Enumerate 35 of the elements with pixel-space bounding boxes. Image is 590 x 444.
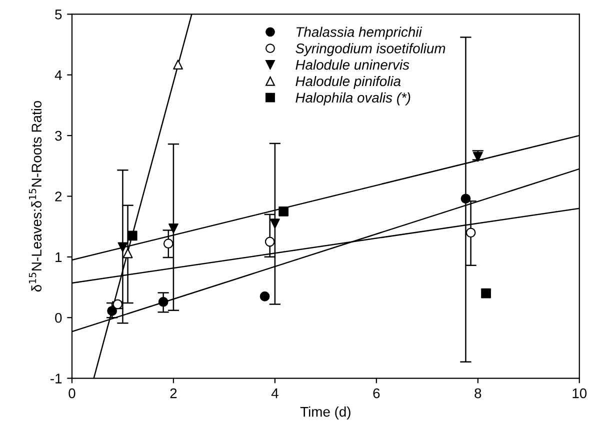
point: [264, 236, 275, 247]
y-tick-label: 3: [55, 130, 62, 141]
point: [107, 306, 118, 316]
point: [173, 60, 183, 70]
legend-label: Syringodium isoetifolium: [296, 43, 446, 56]
x-tick-label: 0: [68, 388, 76, 398]
y-tick-label: 5: [55, 10, 62, 20]
y-tick-label: -1: [50, 374, 62, 384]
y-tick-label: 1: [56, 252, 62, 262]
point: [118, 242, 128, 252]
y-axis-title: δ$^{15}$N-Leaves:δ$^{15}$N-Roots Ratio: [28, 100, 42, 292]
point: [481, 288, 491, 298]
point: [168, 223, 178, 234]
legend-label: Thalassia hemprichii: [296, 26, 422, 40]
y-tick-label: 0: [55, 312, 62, 323]
x-tick-label: 2: [170, 388, 177, 398]
point: [163, 238, 174, 249]
point: [278, 206, 289, 216]
point: [460, 194, 471, 204]
x-tick-label: 10: [572, 388, 587, 398]
point: [270, 218, 280, 228]
y-tick-label: 2: [55, 192, 62, 202]
x-tick-label: 8: [474, 388, 482, 398]
legend-label: Halodule uninervis: [296, 60, 410, 70]
point: [127, 230, 138, 241]
legend-label: Halodule pinifolia: [296, 76, 401, 89]
point: [122, 248, 133, 258]
x-tick-label: 6: [373, 388, 380, 398]
legend-label: Halophila ovalis (*): [296, 92, 410, 106]
y-tick-label: 4: [54, 70, 62, 80]
point: [260, 291, 270, 302]
x-axis-title: Time (d): [300, 406, 350, 420]
point: [466, 228, 476, 238]
x-tick-label: 4: [271, 388, 278, 398]
point: [158, 296, 168, 307]
